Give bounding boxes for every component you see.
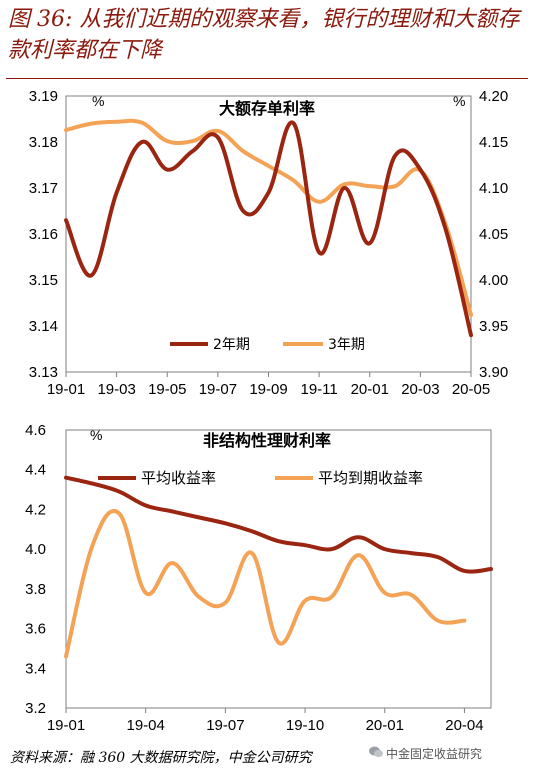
legend-label-avg-yield: 平均收益率 (141, 469, 216, 487)
chart1-x-tick-label: 19-09 (249, 381, 287, 398)
chart2-unit-left: % (90, 427, 102, 443)
wechat-icon (369, 746, 383, 758)
chart2-x-tick-label: 20-01 (366, 717, 404, 734)
chart2-legend: 平均收益率 平均到期收益率 (98, 469, 423, 487)
chart2-left-tick-label: 3.2 (25, 700, 46, 717)
chart1-left-tick-label: 3.13 (29, 364, 58, 381)
chart2-left-tick-label: 4.6 (25, 422, 46, 439)
chart1-x-tick-label: 20-03 (401, 381, 439, 398)
legend-label-3y: 3年期 (328, 337, 365, 353)
chart1-x-tick-label: 19-03 (97, 381, 135, 398)
figure-title: 图 36: 从我们近期的观察来看，银行的理财和大额存款利率都在下降 (8, 7, 520, 63)
chart2-left-tick-label: 3.8 (25, 581, 46, 598)
chart1-left-tick-label: 3.16 (29, 226, 58, 243)
legend-label-avg-maturity-yield: 平均到期收益率 (318, 469, 423, 487)
chart1-x-tick-label: 19-05 (148, 381, 186, 398)
chart1-right-tick-label: 4.20 (479, 88, 508, 105)
chart2-left-tick-label: 4.4 (25, 462, 46, 479)
chart2-left-tick-label: 3.6 (25, 621, 46, 638)
chart2-x-tick-label: 19-01 (47, 717, 85, 734)
chart1-legend: 2年期 3年期 (170, 337, 365, 353)
chart-large-deposit-rates: 大额存单利率 % % 3.133.143.153.163.173.183.19 … (29, 88, 508, 398)
chart1-unit-left: % (92, 93, 104, 109)
chart1-left-tick-label: 3.15 (29, 272, 58, 289)
chart1-left-tick-label: 3.17 (29, 180, 58, 197)
chart2-x-tick-label: 19-04 (127, 717, 165, 734)
chart1-left-tick-label: 3.19 (29, 88, 58, 105)
chart1-x-tick-label: 19-11 (300, 381, 337, 398)
chart-wealth-product-rates: 非结构性理财利率 % 3.2 3.4 3.6 3.8 4.0 4.2 4.4 4.6 19-0… (25, 422, 493, 734)
chart1-x-tick-label: 19-01 (47, 381, 85, 398)
chart2-x-tick-label: 20-04 (445, 717, 483, 734)
chart2-title: 非结构性理财利率 (203, 431, 331, 450)
legend-label-2y: 2年期 (213, 337, 250, 353)
plot-area-1 (65, 95, 472, 373)
series-line-avg-yield (64, 475, 493, 574)
chart1-title: 大额存单利率 (219, 99, 315, 118)
chart1-right-tick-label: 4.05 (479, 226, 508, 243)
chart1-unit-right: % (453, 93, 465, 109)
chart2-left-tick-label: 4.2 (25, 501, 46, 518)
watermark: 中金固定收益研究 (386, 747, 483, 761)
chart1-x-tick-label: 19-07 (199, 381, 237, 398)
series-line-avg-maturity-yield (64, 509, 467, 659)
series-line-2y (64, 120, 473, 338)
chart1-right-tick-label: 4.00 (479, 272, 508, 289)
plot-area-2 (65, 429, 492, 709)
chart1-x-tick-label: 20-01 (351, 381, 389, 398)
chart2-x-tick-label: 19-07 (206, 717, 244, 734)
chart1-right-tick-label: 3.90 (479, 364, 508, 381)
title-divider (6, 78, 528, 79)
chart2-left-tick-label: 4.0 (25, 541, 46, 558)
chart1-left-tick-label: 3.18 (29, 134, 58, 151)
chart1-right-tick-label: 4.10 (479, 180, 508, 197)
source-note: 资料来源：融 360 大数据研究院，中金公司研究 (10, 750, 312, 766)
chart2-left-tick-label: 3.4 (25, 660, 46, 677)
chart1-right-tick-label: 3.95 (479, 318, 508, 335)
chart2-x-tick-label: 19-10 (286, 717, 324, 734)
chart1-right-tick-label: 4.15 (479, 134, 508, 151)
chart1-left-tick-label: 3.14 (29, 318, 58, 335)
chart1-x-tick-label: 20-05 (452, 381, 490, 398)
series-line-3y (64, 118, 473, 317)
